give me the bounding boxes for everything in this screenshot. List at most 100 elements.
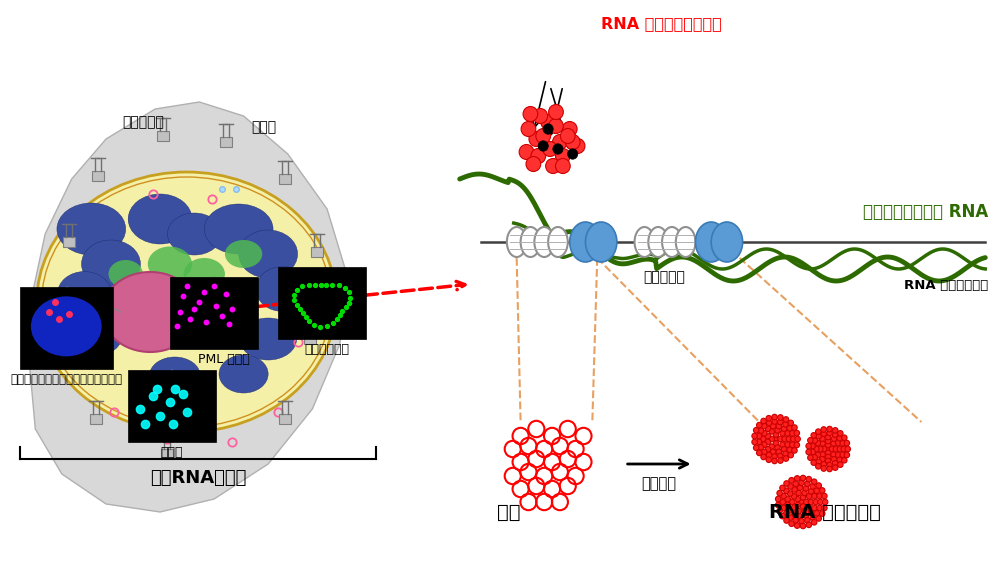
Text: RNA ポリメラーゼ: RNA ポリメラーゼ [904, 279, 988, 292]
Text: クロマチン: クロマチン [643, 270, 685, 284]
Circle shape [799, 499, 804, 505]
Circle shape [785, 502, 790, 508]
Circle shape [772, 414, 777, 420]
Text: 核小体: 核小体 [161, 446, 183, 459]
Text: エレノアボディ（再発乳がん細胞）: エレノアボディ（再発乳がん細胞） [10, 373, 122, 386]
Bar [220, 137, 232, 147]
Ellipse shape [662, 227, 682, 257]
Circle shape [765, 447, 771, 452]
Circle shape [778, 415, 783, 420]
Circle shape [536, 128, 551, 144]
Circle shape [780, 485, 785, 491]
Text: 核内RNAボディ: 核内RNAボディ [150, 469, 247, 487]
Circle shape [811, 479, 817, 485]
Circle shape [773, 432, 779, 437]
Circle shape [790, 442, 795, 447]
Circle shape [782, 436, 787, 442]
Ellipse shape [676, 227, 695, 257]
Circle shape [770, 423, 776, 429]
Circle shape [555, 148, 570, 164]
Text: RNA ボディ形成: RNA ボディ形成 [769, 503, 881, 522]
Ellipse shape [102, 272, 198, 352]
Circle shape [810, 443, 815, 449]
Circle shape [842, 435, 847, 440]
Circle shape [772, 454, 777, 460]
Circle shape [778, 458, 783, 463]
Circle shape [805, 517, 810, 523]
Circle shape [817, 446, 823, 452]
Ellipse shape [521, 227, 540, 257]
Circle shape [795, 502, 800, 507]
Circle shape [806, 449, 811, 455]
Circle shape [818, 499, 823, 505]
Circle shape [772, 458, 777, 464]
Circle shape [832, 432, 838, 437]
Circle shape [543, 141, 557, 157]
Circle shape [844, 440, 850, 446]
Circle shape [821, 431, 827, 436]
Circle shape [788, 452, 794, 458]
Circle shape [812, 493, 817, 499]
Text: 核スペックル: 核スペックル [305, 343, 350, 356]
Circle shape [784, 517, 789, 523]
Circle shape [752, 433, 757, 439]
Circle shape [756, 439, 762, 444]
Circle shape [776, 423, 782, 429]
Circle shape [797, 485, 803, 491]
Circle shape [783, 451, 788, 457]
Circle shape [800, 495, 806, 500]
Circle shape [794, 523, 800, 529]
Ellipse shape [239, 230, 298, 278]
Circle shape [808, 437, 813, 443]
Circle shape [802, 490, 807, 496]
Circle shape [783, 456, 789, 461]
Circle shape [831, 440, 836, 446]
Ellipse shape [534, 227, 554, 257]
Circle shape [769, 429, 774, 434]
Circle shape [765, 426, 771, 432]
Circle shape [791, 493, 797, 499]
Circle shape [812, 438, 817, 443]
Circle shape [788, 515, 793, 520]
Circle shape [812, 505, 817, 510]
Ellipse shape [219, 355, 268, 393]
Circle shape [788, 484, 793, 489]
Circle shape [780, 442, 785, 447]
Bar [278, 267, 366, 339]
Ellipse shape [109, 260, 143, 288]
Text: クロマチン: クロマチン [122, 115, 164, 129]
Circle shape [787, 447, 792, 453]
Circle shape [811, 519, 817, 525]
Circle shape [758, 428, 764, 433]
Circle shape [783, 422, 788, 427]
Circle shape [837, 457, 842, 463]
Circle shape [827, 426, 832, 432]
Circle shape [785, 430, 790, 436]
Circle shape [820, 440, 825, 446]
Circle shape [816, 459, 821, 464]
Circle shape [778, 436, 783, 442]
Circle shape [808, 510, 814, 516]
Bar [170, 277, 258, 349]
Ellipse shape [204, 204, 273, 254]
Ellipse shape [585, 222, 617, 262]
Circle shape [784, 481, 789, 486]
Circle shape [833, 465, 838, 471]
Circle shape [565, 134, 580, 150]
Circle shape [813, 499, 818, 505]
Bar [157, 131, 169, 141]
Bar [311, 247, 323, 257]
Circle shape [546, 158, 560, 173]
Circle shape [819, 436, 825, 442]
Circle shape [819, 511, 825, 516]
Circle shape [802, 508, 807, 514]
Circle shape [760, 436, 766, 442]
Ellipse shape [31, 296, 102, 356]
Circle shape [808, 455, 813, 460]
Circle shape [825, 454, 831, 460]
Circle shape [769, 444, 774, 450]
Circle shape [753, 427, 759, 433]
Circle shape [838, 462, 843, 467]
Ellipse shape [128, 194, 192, 244]
Circle shape [766, 415, 772, 421]
